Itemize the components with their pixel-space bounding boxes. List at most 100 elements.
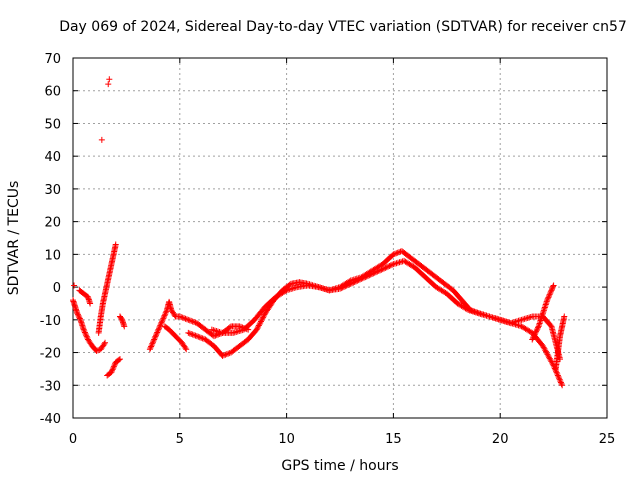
- data-point: [189, 318, 196, 325]
- data-point: [259, 315, 266, 322]
- data-point: [183, 316, 190, 323]
- data-point: [83, 333, 90, 340]
- data-point: [112, 241, 119, 248]
- data-point: [146, 346, 153, 353]
- data-point: [258, 317, 265, 324]
- data-point: [254, 325, 261, 332]
- data-point: [385, 263, 392, 270]
- data-point: [76, 314, 83, 321]
- data-point: [530, 333, 537, 340]
- data-point: [81, 329, 88, 336]
- data-point: [152, 332, 159, 339]
- data-point: [191, 332, 198, 339]
- data-point: [367, 271, 374, 278]
- data-point: [87, 300, 94, 307]
- data-point: [111, 362, 118, 369]
- y-tick-label: 10: [44, 248, 61, 263]
- data-point: [76, 315, 83, 322]
- data-point: [189, 331, 196, 338]
- data-point: [185, 316, 192, 323]
- data-point: [554, 371, 561, 378]
- data-point: [71, 282, 78, 289]
- data-point: [377, 267, 384, 274]
- data-point: [101, 341, 108, 348]
- data-point: [80, 326, 87, 333]
- data-point: [386, 263, 393, 270]
- y-tick-label: -30: [40, 379, 61, 394]
- data-point: [110, 363, 117, 370]
- data-point: [148, 342, 155, 349]
- data-point: [93, 347, 100, 354]
- data-point: [193, 333, 200, 340]
- y-tick-label: 50: [44, 117, 61, 132]
- data-point: [74, 311, 81, 318]
- data-point: [160, 314, 167, 321]
- grid: [73, 58, 607, 418]
- data-point: [353, 278, 360, 285]
- data-point: [394, 249, 401, 256]
- data-point: [555, 373, 562, 380]
- data-point: [547, 290, 554, 297]
- data-point: [161, 312, 168, 319]
- x-tick-label: 5: [176, 432, 184, 447]
- data-point: [212, 332, 219, 339]
- data-point: [546, 291, 553, 298]
- y-tick-label: -20: [40, 347, 61, 362]
- x-tick-label: 25: [599, 432, 616, 447]
- data-point: [179, 314, 186, 321]
- data-point: [253, 326, 260, 333]
- data-point: [226, 350, 233, 357]
- data-point: [341, 283, 348, 290]
- data-point: [561, 313, 568, 320]
- data-point: [379, 266, 386, 273]
- data-point: [533, 327, 540, 334]
- data-point: [192, 332, 199, 339]
- data-point: [147, 344, 154, 351]
- data-point: [389, 261, 396, 268]
- data-point: [109, 367, 116, 374]
- data-point: [155, 326, 162, 333]
- data-point: [106, 76, 113, 83]
- data-point: [557, 378, 564, 385]
- data-point: [256, 321, 263, 328]
- data-point: [185, 329, 192, 336]
- data-point: [105, 81, 112, 88]
- data-point: [257, 319, 264, 326]
- data-point: [153, 330, 160, 337]
- data-point: [378, 266, 385, 273]
- data-point: [342, 283, 349, 290]
- data-point: [547, 288, 554, 295]
- data-point: [198, 334, 205, 341]
- data-point: [359, 275, 366, 282]
- data-point: [346, 281, 353, 288]
- data-point: [84, 335, 91, 342]
- data-point: [350, 279, 357, 286]
- data-point: [382, 264, 389, 271]
- data-point: [557, 379, 564, 386]
- data-point: [94, 347, 101, 354]
- data-point: [365, 272, 372, 279]
- data-point: [159, 316, 166, 323]
- data-point: [196, 334, 203, 341]
- data-point: [109, 366, 116, 373]
- data-point: [559, 382, 566, 389]
- data-point: [547, 322, 554, 329]
- data-point: [192, 319, 199, 326]
- data-point: [339, 284, 346, 291]
- data-point: [115, 356, 122, 363]
- data-point: [381, 265, 388, 272]
- y-tick-label: 70: [44, 52, 61, 67]
- data-point: [357, 276, 364, 283]
- data-point: [531, 332, 538, 339]
- y-tick-label: 40: [44, 150, 61, 165]
- data-point: [154, 328, 161, 335]
- x-tick-label: 10: [278, 432, 295, 447]
- data-point: [81, 328, 88, 335]
- y-tick-label: 30: [44, 183, 61, 198]
- data-point: [226, 324, 233, 331]
- y-axis-label: SDTVAR / TECUs: [6, 181, 22, 296]
- data-point: [390, 251, 397, 258]
- data-point: [558, 380, 565, 387]
- data-point: [158, 319, 165, 326]
